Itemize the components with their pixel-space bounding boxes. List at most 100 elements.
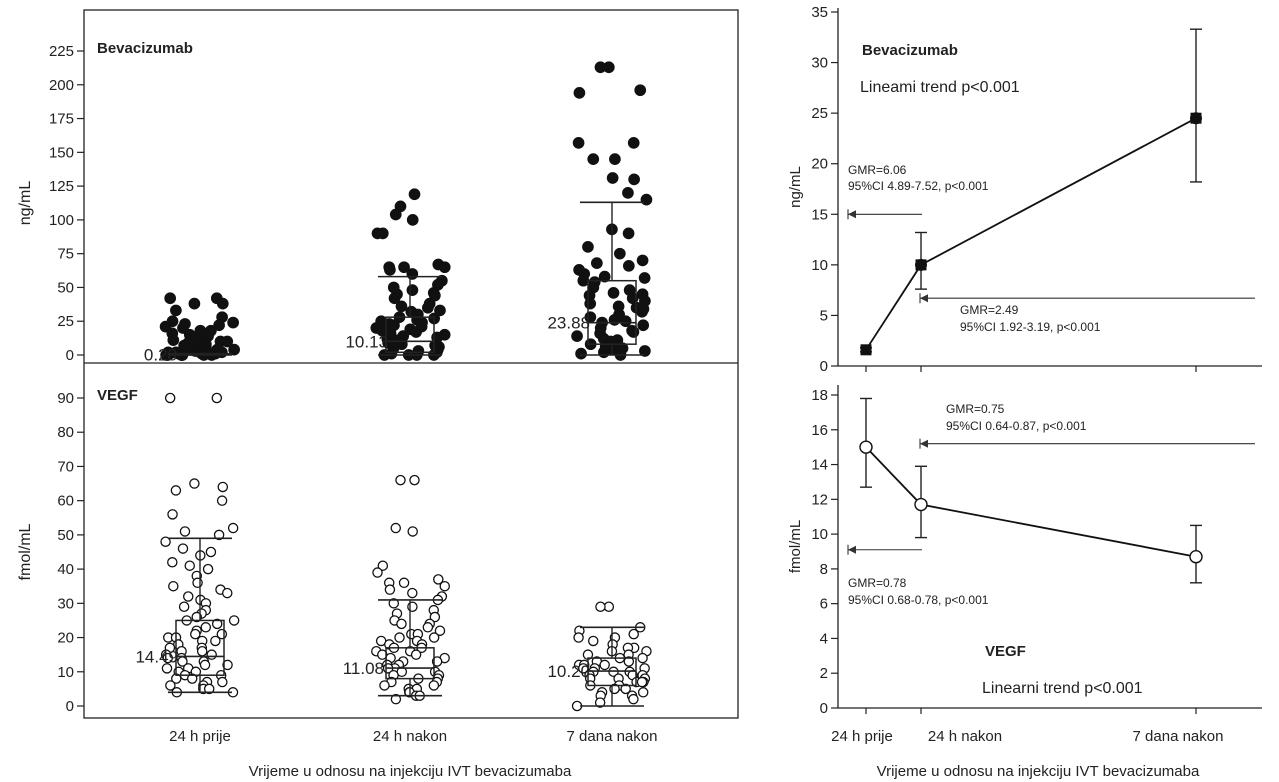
series-line	[865, 117, 1197, 351]
y-tick-label: 10	[811, 257, 828, 274]
data-point	[428, 680, 440, 691]
data-point	[159, 320, 172, 333]
data-point	[637, 652, 648, 664]
data-point	[628, 173, 640, 186]
data-point	[622, 187, 634, 199]
data-point	[227, 522, 239, 534]
data-point	[216, 297, 229, 310]
annotation-text: GMR=2.49	[960, 303, 1019, 317]
data-point	[620, 683, 631, 695]
data-point	[184, 560, 196, 571]
y-tick-label: 40	[57, 561, 74, 578]
data-point	[623, 656, 635, 667]
data-point	[584, 297, 597, 310]
median-label: 14.49	[135, 647, 178, 666]
data-point	[607, 286, 620, 299]
y-tick-label: 90	[57, 390, 74, 407]
annotation-text: 95%CI 0.64-0.87, p<0.001	[946, 419, 1087, 433]
gmr-arrow-head	[848, 210, 856, 219]
y-tick-label: 100	[49, 212, 74, 229]
data-point	[217, 481, 229, 493]
median-label: 23.88	[547, 314, 590, 333]
data-point	[422, 301, 434, 314]
data-point	[599, 659, 610, 671]
x-tick-label: 24 h nakon	[373, 728, 447, 745]
data-point	[575, 347, 587, 360]
data-point	[406, 284, 419, 296]
data-point	[1189, 550, 1203, 564]
data-point	[637, 319, 650, 332]
y-tick-label: 225	[49, 43, 74, 60]
data-point	[178, 601, 190, 613]
y-tick-label: 150	[49, 144, 74, 161]
y-tick-label: 0	[820, 700, 828, 717]
data-point	[439, 580, 450, 592]
annotation-text: 95%CI 1.92-3.19, p<0.001	[960, 320, 1101, 334]
data-point	[371, 227, 384, 240]
data-point	[636, 254, 649, 267]
x-tick-label: 24 h prije	[831, 728, 893, 745]
data-point	[636, 676, 648, 688]
data-point	[619, 315, 632, 328]
data-point	[638, 272, 651, 284]
data-point	[622, 259, 635, 272]
data-point	[379, 680, 390, 691]
annotation-text: GMR=0.78	[848, 576, 907, 590]
data-point	[388, 292, 401, 305]
data-point	[177, 543, 189, 554]
data-point	[160, 536, 171, 547]
y-tick-label: 125	[49, 178, 74, 195]
y-tick-label: 5	[820, 307, 828, 324]
gmr-arrow-head	[920, 439, 928, 448]
data-point	[407, 601, 418, 613]
box	[587, 279, 637, 345]
data-point	[431, 656, 443, 667]
y-tick-label: 30	[57, 595, 74, 612]
median-label: 11.08	[343, 659, 384, 678]
data-point	[606, 172, 619, 184]
box	[385, 316, 435, 354]
data-point	[384, 264, 396, 276]
data-point	[177, 322, 189, 334]
data-point	[216, 495, 228, 506]
data-point	[179, 526, 191, 537]
data-point	[389, 208, 402, 221]
data-point	[164, 292, 177, 305]
data-point	[189, 478, 200, 489]
y-tick-label: 0	[66, 698, 74, 715]
data-point	[228, 615, 240, 626]
box	[175, 619, 225, 676]
data-point	[372, 567, 383, 578]
data-point	[594, 61, 607, 74]
y-tick-label: 16	[811, 422, 828, 439]
data-point	[217, 676, 228, 688]
x-axis-label: Vrijeme u odnosu na injekciju IVT bevaci…	[877, 763, 1200, 780]
left-panel-frame	[83, 9, 739, 719]
data-point	[165, 680, 176, 691]
gmr-arrow-head	[920, 294, 928, 303]
data-point	[164, 392, 176, 404]
data-point	[213, 319, 225, 332]
data-point	[222, 659, 233, 671]
data-point	[410, 326, 422, 338]
y-axis-label: ng/mL	[787, 166, 804, 208]
data-point	[205, 546, 217, 558]
y-tick-label: 12	[811, 491, 828, 508]
y-tick-label: 200	[49, 77, 74, 94]
data-point	[591, 257, 603, 269]
data-point	[587, 153, 600, 165]
data-point	[390, 522, 402, 534]
data-point	[577, 274, 590, 287]
data-point	[192, 577, 203, 589]
data-point	[595, 601, 606, 613]
data-point	[573, 87, 586, 99]
data-point	[182, 591, 194, 602]
y-axis-label: fmol/mL	[17, 523, 34, 580]
data-point	[188, 297, 201, 310]
data-point	[640, 193, 653, 206]
data-point	[410, 649, 422, 660]
data-point	[594, 697, 606, 708]
data-point	[636, 305, 648, 318]
data-point	[639, 345, 651, 357]
